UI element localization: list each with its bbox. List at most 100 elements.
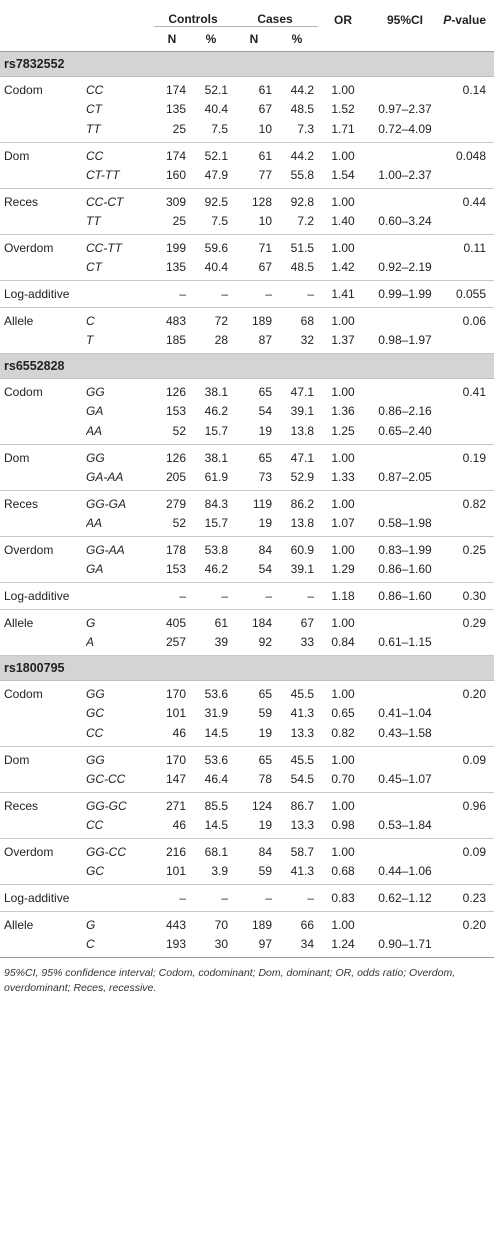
confidence-interval: 0.60–3.24 — [368, 211, 442, 235]
cases-n: – — [232, 280, 276, 308]
model-label — [0, 513, 86, 537]
odds-ratio: 1.00 — [331, 542, 355, 557]
genotype: GC — [86, 861, 154, 885]
controls-n-header: N — [154, 26, 190, 52]
cases-pct: 48.5 — [290, 102, 314, 116]
p-value: 0.055 — [442, 280, 494, 308]
confidence-interval — [368, 681, 442, 704]
model-label: Overdom — [4, 844, 54, 859]
controls-n: 153 — [154, 559, 190, 583]
controls-pct: 40.4 — [190, 257, 232, 281]
controls-pct: 53.8 — [204, 542, 228, 557]
genotype: G — [86, 917, 96, 932]
cases-n: 84 — [258, 542, 272, 557]
table-row: CT 135 40.4 67 48.5 1.52 0.97–2.37 — [0, 99, 494, 119]
confidence-interval: 0.58–1.98 — [368, 513, 442, 537]
cases-pct: 66 — [300, 917, 314, 932]
p-value — [442, 467, 494, 491]
cases-pct: 54.5 — [276, 769, 318, 793]
controls-n: 101 — [165, 706, 186, 720]
controls-n: – — [154, 884, 190, 912]
cases-pct: 39.1 — [290, 404, 314, 418]
genotype: CT — [86, 102, 102, 116]
controls-n: 52 — [154, 513, 190, 537]
odds-ratio: 1.18 — [318, 582, 368, 610]
genotype: GC-CC — [86, 769, 154, 793]
genotype: T — [86, 330, 154, 354]
p-value — [442, 723, 494, 747]
cases-pct: 45.5 — [290, 686, 314, 701]
p-value: 0.20 — [462, 686, 486, 701]
table-row: CT 135 40.4 67 48.5 1.42 0.92–2.19 — [0, 257, 494, 281]
cases-n: 71 — [258, 240, 272, 255]
controls-pct: 31.9 — [204, 706, 228, 720]
p-value — [442, 815, 494, 839]
odds-ratio: 1.00 — [331, 798, 355, 813]
confidence-interval: 0.86–1.60 — [368, 559, 442, 583]
odds-ratio: 1.33 — [318, 467, 368, 491]
model-label — [0, 330, 86, 354]
genotype: C — [86, 313, 95, 328]
controls-pct: 40.4 — [204, 102, 228, 116]
snp-label: rs7832552 — [0, 51, 494, 77]
genotype: GA-AA — [86, 467, 154, 491]
cases-pct: 13.3 — [276, 815, 318, 839]
genotype: CT — [86, 257, 154, 281]
table-row: CC 46 14.5 19 13.3 0.98 0.53–1.84 — [0, 815, 494, 839]
genotype — [86, 582, 154, 610]
controls-pct: 39 — [190, 632, 232, 656]
p-value — [442, 257, 494, 281]
snp-header-row: rs7832552 — [0, 51, 494, 77]
genotype: A — [86, 632, 154, 656]
controls-n: 126 — [165, 384, 186, 399]
model-label: Reces — [4, 496, 39, 511]
cases-n: 19 — [232, 815, 276, 839]
model-label — [0, 99, 86, 119]
controls-pct: 85.5 — [204, 798, 228, 813]
header-row-top: Controls Cases OR 95%CI P-value — [0, 0, 494, 27]
controls-n: 174 — [165, 82, 186, 97]
controls-n: 443 — [165, 917, 186, 932]
p-value: 0.44 — [462, 194, 486, 209]
model-label — [0, 165, 86, 189]
genotype: CT-TT — [86, 165, 154, 189]
odds-ratio: 1.00 — [331, 384, 355, 399]
p-value: 0.20 — [462, 917, 486, 932]
model-label — [0, 934, 86, 958]
odds-ratio: 1.00 — [331, 917, 355, 932]
p-value — [442, 119, 494, 143]
cases-pct: 32 — [276, 330, 318, 354]
controls-n: 46 — [154, 815, 190, 839]
table-row: Overdom GG-CC 216 68.1 84 58.7 1.00 0.09 — [0, 839, 494, 862]
confidence-interval: 0.62–1.12 — [368, 884, 442, 912]
confidence-interval: 0.65–2.40 — [368, 421, 442, 445]
table-row: TT 25 7.5 10 7.2 1.40 0.60–3.24 — [0, 211, 494, 235]
model-label: Reces — [4, 194, 39, 209]
table-row: Overdom GG-AA 178 53.8 84 60.9 1.00 0.83–1.99 0.… — [0, 537, 494, 560]
controls-n: 160 — [154, 165, 190, 189]
genotype: CC — [86, 82, 104, 97]
cases-n: 59 — [232, 861, 276, 885]
cases-pct: – — [276, 884, 318, 912]
controls-pct: 15.7 — [190, 421, 232, 445]
cases-n: 87 — [232, 330, 276, 354]
cases-n: 77 — [232, 165, 276, 189]
controls-n: 126 — [165, 450, 186, 465]
confidence-interval: 0.61–1.15 — [368, 632, 442, 656]
model-label — [0, 401, 86, 421]
p-value: 0.30 — [442, 582, 494, 610]
pvalue-header-p: P — [443, 12, 452, 27]
odds-ratio: 0.84 — [318, 632, 368, 656]
cases-n: – — [232, 884, 276, 912]
table-row: GC 101 31.9 59 41.3 0.65 0.41–1.04 — [0, 703, 494, 723]
cases-n: 189 — [251, 313, 272, 328]
genotype: CC — [86, 148, 104, 163]
confidence-interval — [368, 143, 442, 166]
controls-pct: 53.6 — [204, 686, 228, 701]
cases-n: 67 — [258, 102, 272, 116]
controls-pct: – — [190, 582, 232, 610]
p-value: 0.41 — [462, 384, 486, 399]
controls-pct: 14.5 — [190, 723, 232, 747]
controls-n: 205 — [154, 467, 190, 491]
confidence-interval: 0.92–2.19 — [368, 257, 442, 281]
